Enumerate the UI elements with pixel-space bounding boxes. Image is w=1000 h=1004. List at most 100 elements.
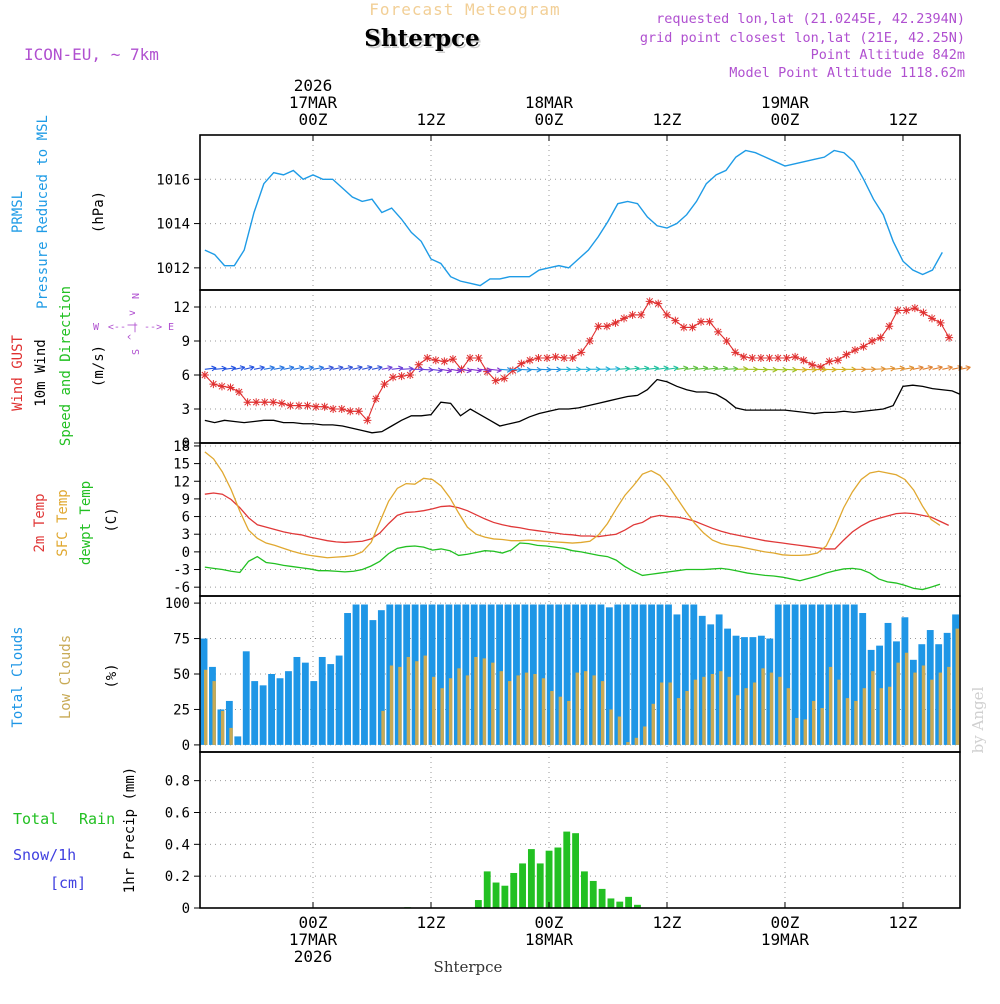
low-cloud-bar bbox=[728, 677, 731, 745]
gust-marker bbox=[526, 356, 534, 364]
low-cloud-bar bbox=[719, 671, 722, 745]
gust-marker bbox=[842, 351, 850, 359]
low-cloud-bar bbox=[888, 687, 891, 745]
rain-bar bbox=[590, 881, 597, 908]
rain-bar bbox=[572, 833, 579, 908]
gust-marker bbox=[577, 348, 585, 356]
low-cloud-bar bbox=[871, 671, 874, 745]
low-cloud-bar bbox=[820, 708, 823, 745]
compass-s: S bbox=[131, 349, 142, 355]
location-title-front: Shterpce bbox=[364, 25, 479, 52]
low-cloud-bar bbox=[922, 665, 925, 744]
time-label-bottom: 12Z bbox=[889, 913, 918, 932]
gust-marker bbox=[911, 304, 919, 312]
low-cloud-bar bbox=[576, 673, 579, 745]
temp-unit: (C) bbox=[104, 507, 120, 532]
low-cloud-bar bbox=[913, 673, 916, 745]
low-cloud-bar bbox=[787, 688, 790, 745]
gust-marker bbox=[466, 354, 474, 362]
compass-n: N bbox=[131, 293, 142, 299]
low-cloud-bar bbox=[702, 677, 705, 745]
gust-marker bbox=[902, 306, 910, 314]
total-cloud-bar bbox=[631, 605, 638, 745]
total-cloud-bar bbox=[319, 657, 326, 745]
gust-marker bbox=[440, 357, 448, 365]
gust-marker bbox=[791, 353, 799, 361]
low-cloud-bar bbox=[542, 678, 545, 745]
model-name: ICON-EU, ~ 7km bbox=[24, 45, 159, 64]
y-tick-label: 0.2 bbox=[165, 869, 190, 885]
low-cloud-bar bbox=[677, 698, 680, 745]
gust-marker bbox=[885, 322, 893, 330]
gust-marker bbox=[774, 354, 782, 362]
rain-bar bbox=[625, 897, 632, 908]
rain-bar bbox=[616, 902, 623, 908]
low-cloud-bar bbox=[652, 704, 655, 745]
low-cloud-bar bbox=[491, 663, 494, 745]
gust-marker bbox=[629, 311, 637, 319]
pressure-label-prmsl: PRMSL bbox=[10, 191, 26, 233]
y-tick-label: 0 bbox=[182, 901, 190, 917]
low-cloud-bar bbox=[221, 711, 224, 745]
footer-location: Shterpce bbox=[434, 958, 503, 976]
y-tick-label: 6 bbox=[182, 368, 190, 384]
gust-marker bbox=[569, 354, 577, 362]
gust-marker bbox=[731, 348, 739, 356]
gust-marker bbox=[500, 374, 508, 382]
gust-marker bbox=[372, 395, 380, 403]
gust-marker bbox=[860, 343, 868, 351]
low-cloud-bar bbox=[829, 667, 832, 745]
gust-marker bbox=[637, 311, 645, 319]
low-cloud-bar bbox=[390, 665, 393, 744]
low-cloud-bar bbox=[204, 670, 207, 745]
gust-marker bbox=[671, 317, 679, 325]
total-cloud-bar bbox=[277, 678, 284, 745]
gust-marker bbox=[688, 323, 696, 331]
gust-marker bbox=[534, 354, 542, 362]
y-tick-label: 12 bbox=[173, 474, 190, 490]
total-cloud-bar bbox=[234, 736, 241, 745]
low-cloud-bar bbox=[584, 671, 587, 745]
requested-coords: requested lon,lat (21.0245E, 42.2394N) bbox=[656, 11, 965, 27]
low-cloud-bar bbox=[550, 691, 553, 745]
y-tick-label: 1014 bbox=[156, 217, 190, 233]
total-rain-rain: Rain bbox=[79, 810, 115, 828]
low-cloud-bar bbox=[559, 697, 562, 745]
gust-marker bbox=[406, 371, 414, 379]
precip-unit: 1hr Precip (mm) bbox=[122, 767, 138, 893]
wind-dir-label: Speed and Direction bbox=[58, 286, 74, 446]
gust-marker bbox=[620, 314, 628, 322]
gust-marker bbox=[646, 297, 654, 305]
y-tick-label: 0 bbox=[182, 738, 190, 754]
gust-marker bbox=[594, 322, 602, 330]
total-cloud-bar bbox=[344, 613, 351, 745]
total-rain-total: Total bbox=[13, 810, 58, 828]
gust-marker bbox=[261, 398, 269, 406]
gust-marker bbox=[218, 382, 226, 390]
time-label-top: 12Z bbox=[653, 110, 682, 129]
low-cloud-bar bbox=[761, 668, 764, 745]
low-cloud-bar bbox=[837, 680, 840, 745]
rain-bar bbox=[501, 886, 508, 908]
gust-marker bbox=[329, 405, 337, 413]
y-tick-label: -6 bbox=[173, 580, 190, 596]
gust-marker bbox=[295, 402, 303, 410]
low-cloud-bar bbox=[407, 657, 410, 745]
y-tick-label: 0.8 bbox=[165, 774, 190, 790]
gust-marker bbox=[286, 402, 294, 410]
gust-marker bbox=[765, 354, 773, 362]
gust-marker bbox=[415, 361, 423, 369]
low-cloud-bar bbox=[381, 711, 384, 745]
low-cloud-bar bbox=[947, 667, 950, 745]
temp2m-label: 2m Temp bbox=[32, 493, 48, 552]
low-cloud-bar bbox=[533, 674, 536, 745]
gust-marker bbox=[663, 311, 671, 319]
total-cloud-bar bbox=[268, 674, 275, 745]
gust-marker bbox=[312, 403, 320, 411]
low-cloud-bar bbox=[567, 701, 570, 745]
low-cloud-bar bbox=[668, 683, 671, 745]
low-cloud-bar bbox=[863, 688, 866, 745]
rain-bar bbox=[510, 873, 517, 908]
